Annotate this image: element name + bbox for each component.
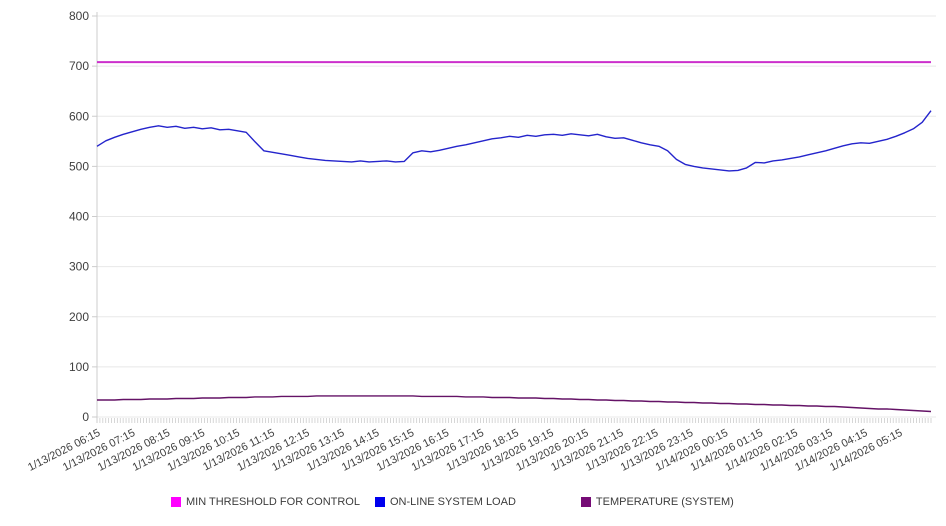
y-tick-label: 500 (69, 159, 89, 173)
legend-label-on-line-system-load: ON-LINE SYSTEM LOAD (389, 496, 516, 508)
legend-item-on-line-system-load: ON-LINE SYSTEM LOAD (374, 496, 516, 508)
legend-swatch-on-line-system-load (374, 497, 385, 507)
legend-swatch-min-threshold-for-control (171, 497, 181, 507)
y-tick-label: 400 (69, 210, 89, 224)
y-tick-label: 100 (69, 360, 89, 374)
y-tick-label: 600 (69, 109, 89, 123)
legend-item-min-threshold-for-control: MIN THRESHOLD FOR CONTROL (171, 496, 360, 508)
series-line-on-line-system-load (96, 110, 932, 172)
y-tick-label: 200 (69, 310, 89, 324)
y-tick-label: 700 (69, 59, 89, 73)
y-tick-label: 0 (82, 410, 89, 424)
y-tick-label: 800 (69, 9, 89, 23)
series-line-temperature-system (97, 395, 932, 413)
y-tick-label: 300 (69, 260, 89, 274)
legend-item-temperature-system: TEMPERATURE (SYSTEM) (580, 496, 734, 508)
legend-label-temperature-system: TEMPERATURE (SYSTEM) (595, 496, 734, 508)
legend-swatch-temperature-system (580, 497, 591, 507)
legend-label-min-threshold-for-control: MIN THRESHOLD FOR CONTROL (186, 496, 360, 508)
legend: MIN THRESHOLD FOR CONTROL ON-LINE SYSTEM … (171, 496, 734, 508)
